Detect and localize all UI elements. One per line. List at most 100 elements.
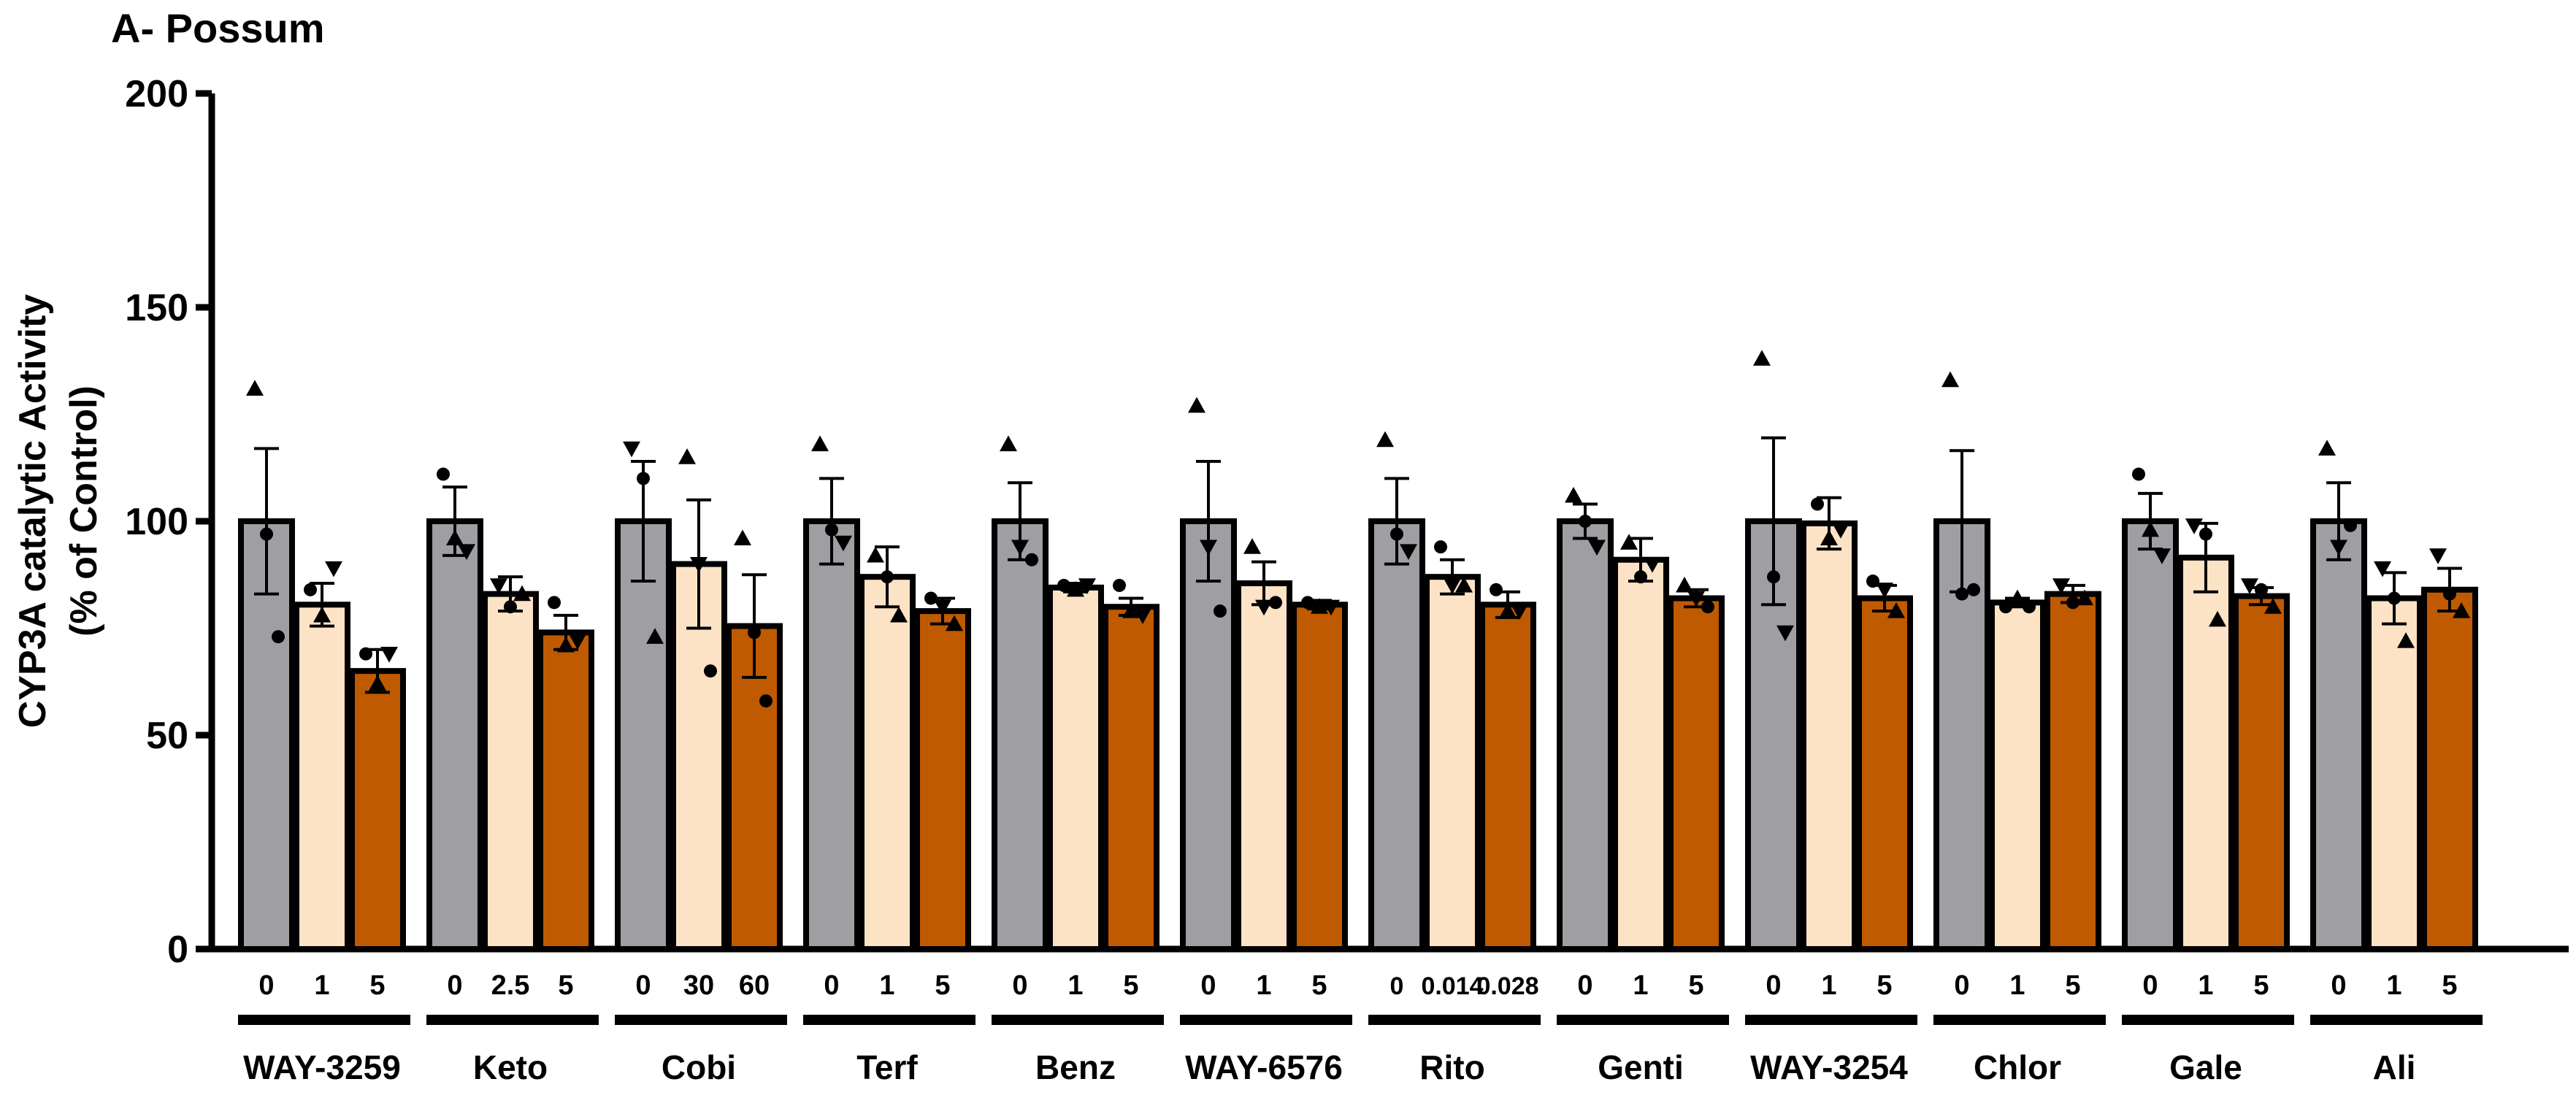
group-underline — [426, 1015, 599, 1025]
data-point-triangle-down — [1687, 591, 1705, 607]
bar — [1291, 602, 1348, 953]
data-point-triangle — [646, 628, 664, 644]
dose-label: 0 — [1954, 970, 1969, 1001]
dose-label: 0 — [1390, 972, 1404, 1000]
data-point-triangle-down — [1400, 544, 1417, 561]
data-point-triangle-down — [1078, 578, 1096, 594]
data-point-triangle — [1499, 602, 1517, 618]
group-label: WAY-6576 — [1185, 1048, 1343, 1086]
data-point-circle — [359, 647, 372, 661]
data-point-circle — [1811, 497, 1824, 511]
bar — [1479, 602, 1536, 953]
data-point-triangle — [1676, 576, 1693, 593]
group-label: Chlor — [1974, 1048, 2061, 1086]
group-underline — [1933, 1015, 2106, 1025]
dose-label: 1 — [879, 970, 894, 1001]
data-point-circle — [548, 596, 561, 610]
dose-label: 1 — [1633, 970, 1648, 1001]
dose-label: 5 — [1688, 970, 1703, 1001]
bar — [2310, 518, 2367, 952]
dose-label: 1 — [2009, 970, 2025, 1001]
data-point-triangle-down — [1322, 599, 1340, 616]
bar — [2233, 593, 2290, 952]
data-point-triangle — [2209, 610, 2226, 627]
data-point-triangle-down — [2330, 539, 2347, 556]
bar — [2122, 518, 2179, 952]
data-point-triangle — [1122, 602, 1140, 618]
chart-title: A- Possum — [111, 5, 325, 51]
data-point-circle — [2443, 587, 2456, 601]
data-point-triangle-down — [2374, 561, 2391, 577]
data-point-circle — [1390, 527, 1403, 541]
bar — [914, 608, 971, 952]
dose-label: 0 — [635, 970, 651, 1001]
data-point-circle — [1434, 540, 1447, 554]
bar — [1856, 595, 1913, 952]
data-point-triangle-down — [1255, 599, 1273, 616]
data-point-triangle-down — [623, 441, 640, 458]
bar — [859, 574, 916, 952]
bar — [1047, 584, 1104, 953]
data-point-triangle-down — [1134, 608, 1151, 624]
data-point-triangle — [890, 606, 908, 623]
data-point-triangle — [1887, 602, 1905, 618]
bar — [349, 668, 406, 952]
dose-label: 0 — [2331, 970, 2346, 1001]
data-point-triangle — [1311, 598, 1328, 614]
data-point-circle — [2344, 518, 2357, 532]
data-point-triangle — [2076, 589, 2093, 606]
dose-label: 0 — [447, 970, 462, 1001]
data-point-triangle-down — [1444, 578, 1461, 594]
group-underline — [1180, 1015, 1352, 1025]
data-point-circle — [1955, 587, 1969, 601]
dose-label: 1 — [1067, 970, 1083, 1001]
y-axis-title: CYP3A catalytic Activity (% of Control) — [12, 294, 105, 728]
bar — [726, 623, 783, 952]
data-point-triangle-down — [458, 544, 475, 561]
group-underline — [1745, 1015, 1917, 1025]
data-point-circle — [2199, 527, 2212, 541]
dose-label: 0 — [258, 970, 274, 1001]
data-point-circle — [704, 664, 717, 678]
group-underline — [803, 1015, 975, 1025]
data-point-circle — [1025, 553, 1038, 567]
data-point-triangle — [2264, 598, 2282, 614]
data-point-triangle-down — [690, 557, 708, 573]
data-point-circle — [2023, 600, 2036, 614]
data-point-circle — [1490, 583, 1503, 596]
y-tick-label: 100 — [125, 501, 188, 543]
bar — [803, 518, 860, 952]
dose-label: 0 — [1200, 970, 1216, 1001]
bar — [1235, 580, 1292, 952]
dose-label: 0.028 — [1476, 972, 1538, 1000]
data-point-triangle — [2397, 632, 2415, 648]
data-point-triangle — [867, 546, 884, 563]
data-point-circle — [2132, 467, 2145, 481]
data-point-triangle — [246, 380, 264, 396]
dose-label: 1 — [2198, 970, 2213, 1001]
group-label: Rito — [1419, 1048, 1484, 1086]
data-point-circle — [2066, 596, 2079, 610]
data-point-circle — [1057, 578, 1070, 592]
dose-label: 0 — [1766, 970, 1781, 1001]
data-point-triangle-down — [1776, 625, 1794, 642]
bar — [1668, 595, 1725, 952]
group-underline — [1557, 1015, 1729, 1025]
data-point-circle — [2255, 583, 2268, 596]
dose-label: 0 — [824, 970, 839, 1001]
data-point-triangle — [1620, 534, 1638, 550]
data-point-triangle — [2453, 602, 2470, 618]
data-point-circle — [825, 523, 838, 537]
dose-label: 5 — [2442, 970, 2457, 1001]
dose-label: 5 — [2065, 970, 2080, 1001]
data-point-triangle — [2142, 521, 2159, 537]
data-point-triangle — [313, 606, 331, 623]
data-point-triangle-down — [2052, 578, 2070, 594]
data-point-circle — [924, 591, 938, 605]
data-point-circle — [1579, 515, 1592, 528]
data-point-triangle — [1188, 396, 1205, 413]
data-point-triangle — [1376, 431, 1394, 448]
data-point-triangle — [1067, 580, 1084, 597]
